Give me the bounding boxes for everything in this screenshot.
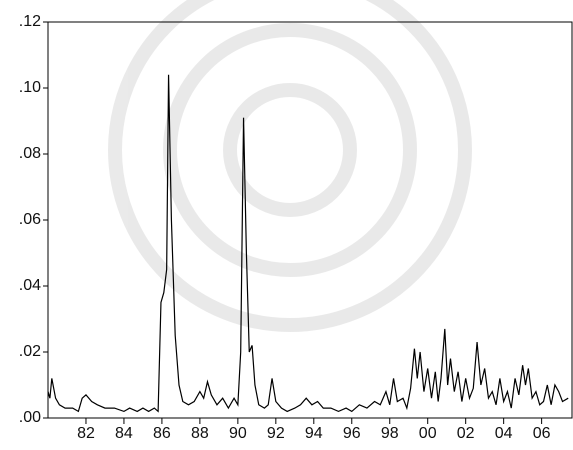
y-tick-label: .00: [19, 409, 41, 426]
x-tick-label: 96: [343, 425, 361, 442]
y-tick-label: .08: [19, 145, 41, 162]
x-tick-label: 86: [153, 425, 171, 442]
y-tick-label: .10: [19, 79, 41, 96]
series-line: [47, 74, 569, 413]
x-tick-label: 02: [457, 425, 475, 442]
y-tick-label: .04: [19, 277, 41, 294]
y-tick-label: .12: [19, 13, 41, 30]
x-tick-label: 90: [229, 425, 247, 442]
x-tick-label: 92: [267, 425, 285, 442]
x-tick-label: 84: [115, 425, 133, 442]
x-tick-label: 98: [381, 425, 399, 442]
x-tick-label: 82: [77, 425, 95, 442]
x-tick-label: 00: [419, 425, 437, 442]
watermark: [108, 0, 472, 332]
x-tick-label: 94: [305, 425, 323, 442]
y-tick-label: .02: [19, 343, 41, 360]
x-tick-label: 06: [533, 425, 551, 442]
x-tick-label: 88: [191, 425, 209, 442]
x-tick-label: 04: [495, 425, 513, 442]
plot-frame: [47, 21, 573, 419]
y-tick-label: .06: [19, 211, 41, 228]
